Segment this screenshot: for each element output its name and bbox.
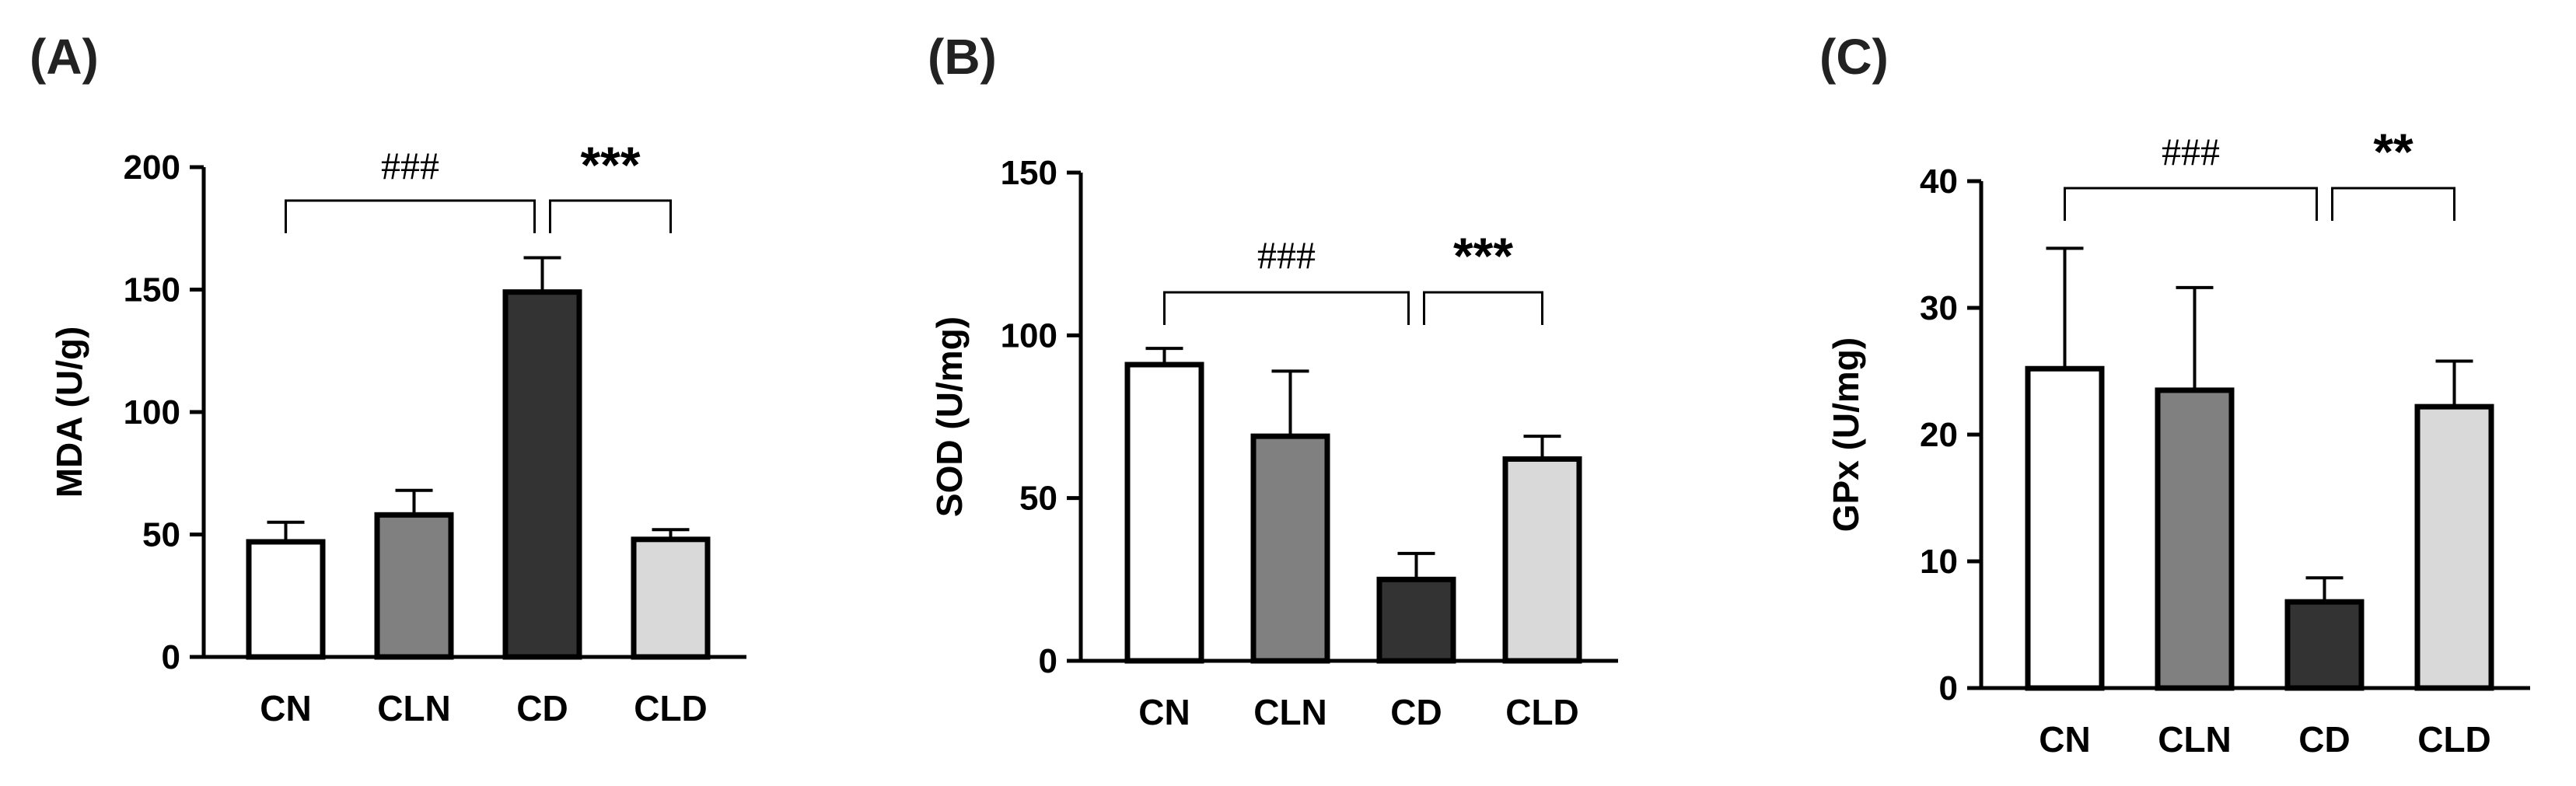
category-label: CN — [2039, 719, 2090, 760]
significance-bracket — [1163, 291, 1410, 325]
category-label: CD — [1390, 692, 1442, 732]
significance-bracket — [285, 199, 536, 233]
significance-label: ### — [381, 144, 439, 187]
y-tick-label: 20 — [1920, 416, 1958, 454]
y-axis-title: MDA (U/g) — [49, 327, 89, 498]
category-label: CLN — [1253, 692, 1327, 732]
panel-label: (A) — [30, 29, 99, 85]
significance-bracket — [549, 199, 672, 233]
bar-cd — [1376, 576, 1456, 664]
bar-cld — [631, 536, 711, 660]
bar-cn — [246, 539, 326, 660]
y-tick-label: 30 — [1920, 289, 1958, 327]
significance-label: ### — [2162, 130, 2220, 173]
bar-cln — [1250, 433, 1330, 664]
significance-label: ** — [2373, 123, 2413, 180]
category-label: CLN — [2158, 719, 2232, 760]
y-tick-label: 150 — [124, 271, 180, 309]
panel-label: (B) — [928, 29, 997, 85]
category-label: CLD — [634, 688, 708, 728]
y-tick-label: 100 — [1001, 316, 1057, 355]
bar-cln — [2155, 387, 2235, 691]
y-tick-label: 0 — [1039, 642, 1057, 680]
significance-bracket — [1423, 291, 1543, 325]
panel-c: (C) 0 10 20 30 40 GPx (U/mg) CN CLN CD CLD ### ** — [1819, 29, 2530, 760]
panel-b: (B) 0 50 100 150 SOD (U/mg) CN CLN CD CLD ### *** — [928, 29, 1618, 732]
bar-cd — [2284, 599, 2365, 691]
y-tick-label: 200 — [124, 148, 180, 187]
y-tick-label: 150 — [1001, 154, 1057, 192]
significance-label: ### — [1257, 233, 1316, 277]
y-tick-label: 50 — [142, 516, 180, 554]
significance-label: *** — [580, 136, 640, 194]
bar-cd — [502, 289, 582, 660]
significance-bracket — [2331, 187, 2455, 221]
panel-label: (C) — [1819, 29, 1889, 85]
category-label: CLD — [1505, 692, 1579, 732]
bar-cld — [1502, 456, 1582, 664]
panel-a: (A) 0 50 100 150 200 MDA (U/g) CN CLN CD CLD ### *** — [30, 29, 746, 728]
y-axis-title: GPx (U/mg) — [1826, 337, 1866, 532]
y-tick-label: 0 — [162, 638, 180, 676]
bar-cn — [1124, 362, 1204, 664]
y-tick-label: 0 — [1939, 669, 1958, 707]
significance-label: *** — [1453, 227, 1513, 285]
y-axis-title: SOD (U/mg) — [929, 316, 970, 517]
bar-cld — [2414, 403, 2494, 691]
y-tick-label: 10 — [1920, 543, 1958, 581]
y-tick-label: 40 — [1920, 162, 1958, 201]
significance-bracket — [2064, 187, 2318, 221]
bar-cln — [374, 512, 454, 660]
category-label: CN — [260, 688, 311, 728]
category-label: CD — [2298, 719, 2350, 760]
category-label: CN — [1138, 692, 1190, 732]
y-tick-label: 50 — [1019, 480, 1057, 518]
category-label: CLN — [377, 688, 451, 728]
bar-cn — [2025, 365, 2105, 691]
category-label: CLD — [2417, 719, 2491, 760]
category-label: CD — [516, 688, 568, 728]
y-tick-label: 100 — [124, 393, 180, 431]
